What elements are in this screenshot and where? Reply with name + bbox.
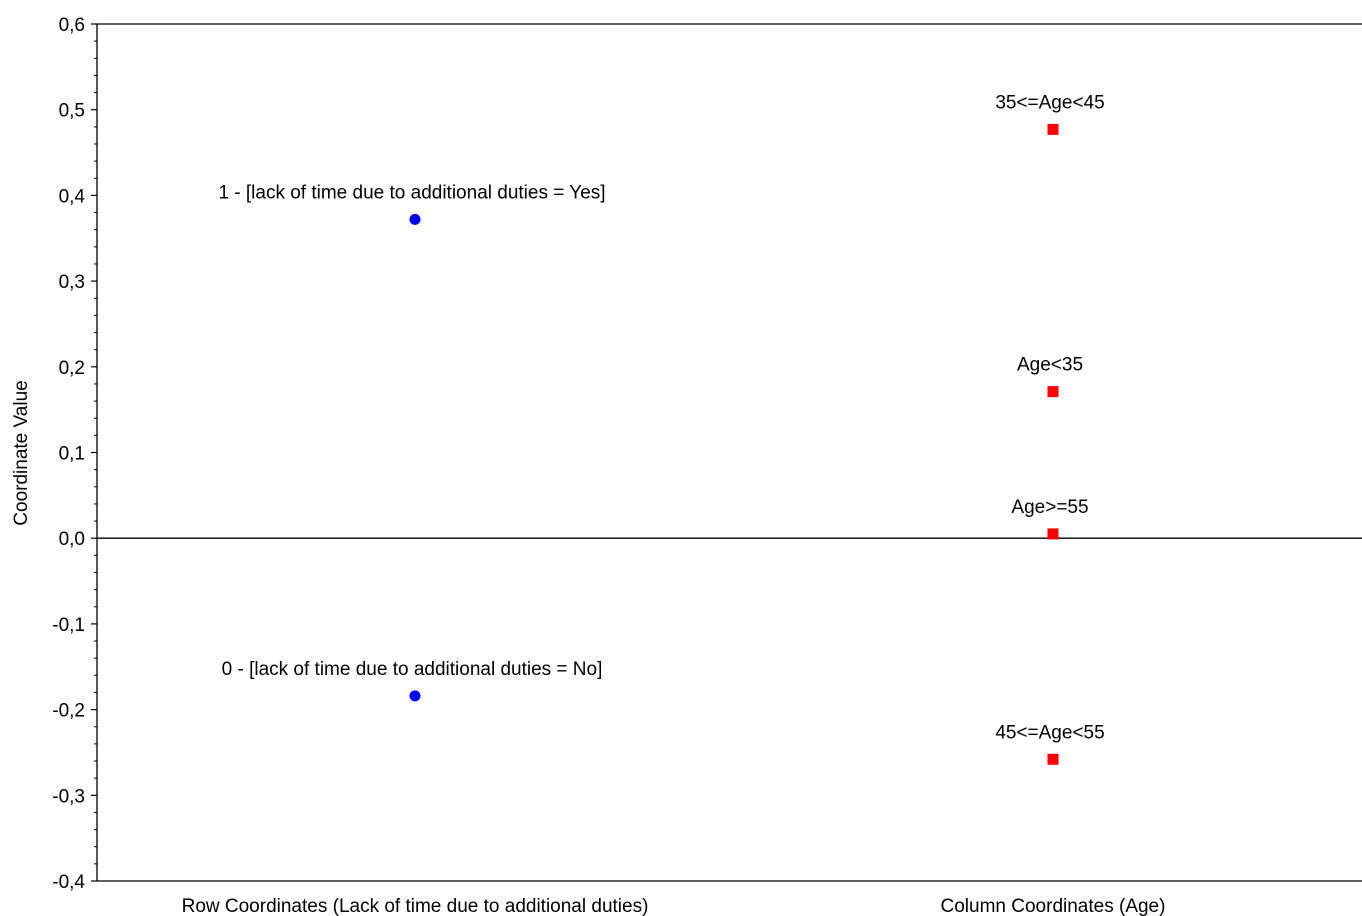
y-tick-label: -0,3 [52,786,85,807]
y-tick-label: -0,4 [52,872,85,893]
data-point-circle [409,690,421,702]
data-point-circle [409,213,421,225]
data-point-square [1047,386,1059,398]
x-axis-category-labels: Row Coordinates (Lack of time due to add… [182,896,1166,916]
y-tick-label: 0,3 [59,272,85,293]
y-axis-tick-labels: -0,4 -0,3 -0,2 -0,1 0,0 0,1 0,2 0,3 0,4 0,5 0,6 [52,15,85,893]
x-category-label: Column Coordinates (Age) [941,896,1166,916]
y-tick-label: 0,6 [59,15,85,36]
y-tick-label: -0,2 [52,701,85,722]
data-point-label: 45<=Age<55 [995,722,1104,743]
y-tick-label: 0,5 [59,101,85,122]
data-point-label: Age>=55 [1011,497,1088,518]
data-point-label: 1 - [lack of time due to additional duti… [218,182,605,203]
plot-frame [96,23,1362,882]
y-tick-label: 0,0 [59,529,85,550]
x-category-label: Row Coordinates (Lack of time due to add… [182,896,649,916]
data-point-label: 35<=Age<45 [995,92,1104,113]
data-points: 1 - [lack of time due to additional duti… [218,92,1105,765]
data-point-square [1047,753,1059,765]
y-axis-ticks [91,23,97,882]
y-axis-title: Coordinate Value [11,380,32,525]
y-tick-label: 0,1 [59,444,85,465]
data-point-square [1047,528,1059,540]
y-tick-label: 0,2 [59,358,85,379]
y-tick-label: 0,4 [59,186,86,207]
y-tick-label: -0,1 [52,615,85,636]
data-point-label: 0 - [lack of time due to additional duti… [222,659,603,680]
data-point-label: Age<35 [1017,355,1083,376]
data-point-square [1047,123,1059,135]
